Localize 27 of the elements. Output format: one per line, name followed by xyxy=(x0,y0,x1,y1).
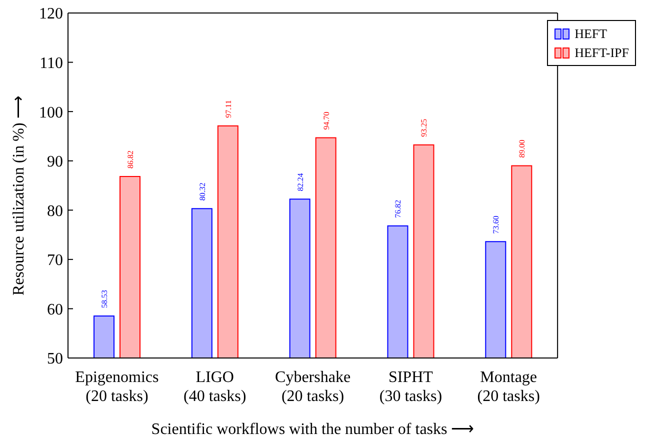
y-tick-label: 70 xyxy=(47,252,63,270)
data-label: 93.25 xyxy=(420,118,429,137)
data-label: 89.00 xyxy=(518,140,527,158)
x-tick-label: Cybershake (20 tasks) xyxy=(275,369,351,405)
x-tick-label: LIGO (40 tasks) xyxy=(184,369,246,405)
data-label: 58.53 xyxy=(100,290,109,308)
data-label: 76.82 xyxy=(394,200,403,218)
y-tick-label: 90 xyxy=(47,154,63,171)
y-tick-label: 110 xyxy=(40,54,63,72)
data-label: 97.11 xyxy=(224,100,233,118)
x-axis-title: Scientific workflows with the number of tasks ⟶ xyxy=(151,421,474,438)
legend-label: HEFT xyxy=(574,25,608,43)
data-label: 82.24 xyxy=(296,173,305,192)
data-label: 80.32 xyxy=(198,182,207,201)
y-axis-title: Resource utilization (in %) ⟶ xyxy=(10,96,28,296)
data-label: 94.70 xyxy=(322,112,331,130)
y-tick-label: 80 xyxy=(47,202,63,220)
x-tick-label: Montage (20 tasks) xyxy=(477,369,540,405)
legend-label: HEFT-IPF xyxy=(574,44,629,62)
x-tick-label: SIPHT (30 tasks) xyxy=(379,369,442,405)
y-tick-label: 120 xyxy=(39,6,63,23)
data-label: 73.60 xyxy=(492,216,501,234)
data-label: 86.82 xyxy=(126,150,135,169)
y-tick-label: 60 xyxy=(47,301,63,318)
y-tick-label: 50 xyxy=(47,350,63,368)
y-tick-label: 100 xyxy=(39,104,63,122)
x-tick-label: Epigenomics (20 tasks) xyxy=(75,369,159,405)
